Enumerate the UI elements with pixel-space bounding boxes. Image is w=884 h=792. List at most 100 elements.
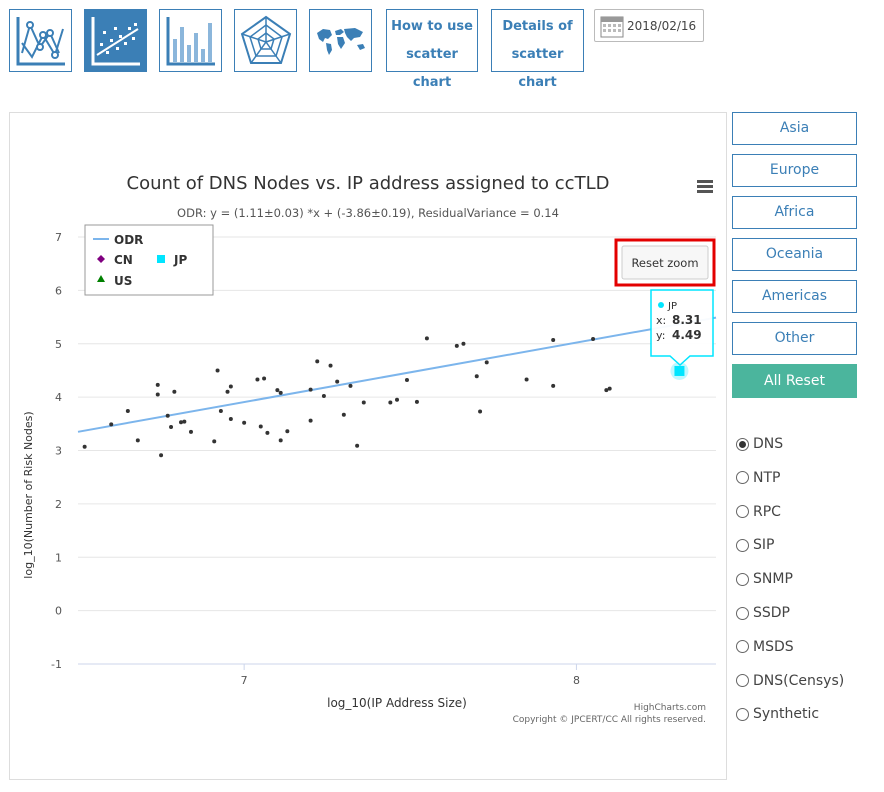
scatter-point[interactable]: [474, 374, 479, 379]
region-button-africa[interactable]: Africa: [732, 196, 857, 229]
scatter-point[interactable]: [395, 397, 399, 402]
scatter-point[interactable]: [188, 429, 193, 434]
scatter-point[interactable]: [109, 422, 114, 427]
scatter-point[interactable]: [607, 386, 612, 391]
scatter-point[interactable]: [278, 438, 283, 443]
legend-odr[interactable]: ODR: [114, 233, 143, 247]
scatter-point[interactable]: [424, 336, 429, 341]
scatter-point[interactable]: [225, 389, 230, 394]
region-button-oceania[interactable]: Oceania: [732, 238, 857, 271]
scatter-point[interactable]: [179, 420, 184, 425]
radio-button[interactable]: [736, 707, 749, 721]
scatter-point[interactable]: [275, 388, 280, 393]
how-to-use-button[interactable]: How to use scatter chart: [386, 9, 478, 90]
legend-cn[interactable]: CN: [114, 253, 133, 267]
scatter-point[interactable]: [484, 360, 489, 365]
protocol-option-snmp[interactable]: SNMP: [736, 569, 793, 589]
scatter-point[interactable]: [285, 429, 290, 434]
radio-button[interactable]: [736, 640, 749, 654]
scatter-point[interactable]: [335, 379, 340, 384]
scatter-point[interactable]: [348, 383, 353, 388]
scatter-chart[interactable]: Count of DNS Nodes vs. IP address assign…: [10, 113, 726, 779]
scatter-point[interactable]: [404, 378, 409, 383]
scatter-point[interactable]: [328, 363, 333, 368]
radio-button[interactable]: [736, 471, 749, 485]
legend-jp[interactable]: JP: [173, 253, 187, 267]
protocol-label: SIP: [753, 537, 775, 554]
scatter-point[interactable]: [125, 409, 130, 414]
scatter-point[interactable]: [478, 409, 483, 414]
scatter-point[interactable]: [315, 359, 320, 364]
protocol-label: MSDS: [753, 638, 794, 655]
protocol-option-dns[interactable]: DNS: [736, 434, 783, 454]
scatter-point[interactable]: [212, 439, 217, 444]
radio-button[interactable]: [736, 606, 749, 620]
reset-zoom-button[interactable]: Reset zoom: [614, 238, 716, 287]
tooltip-y-value: 4.49: [672, 328, 702, 342]
scatter-point[interactable]: [258, 424, 263, 429]
radio-button[interactable]: [736, 538, 749, 552]
radio-button[interactable]: [736, 505, 749, 519]
scatter-point[interactable]: [255, 377, 260, 382]
protocol-option-rpc[interactable]: RPC: [736, 502, 781, 522]
scatter-point[interactable]: [341, 412, 346, 417]
map-button[interactable]: [309, 9, 372, 72]
scatter-point[interactable]: [228, 384, 233, 389]
protocol-option-sip[interactable]: SIP: [736, 535, 774, 555]
scatter-point[interactable]: [414, 399, 419, 404]
scatter-point[interactable]: [215, 368, 220, 373]
scatter-point[interactable]: [172, 389, 177, 394]
scatter-point[interactable]: [454, 343, 459, 348]
radar-chart-button[interactable]: [234, 9, 297, 72]
line-chart-button[interactable]: [9, 9, 72, 72]
scatter-point[interactable]: [308, 387, 313, 392]
scatter-point[interactable]: [218, 409, 223, 414]
scatter-chart-button[interactable]: [84, 9, 147, 72]
scatter-point[interactable]: [82, 444, 87, 449]
scatter-point[interactable]: [165, 413, 170, 418]
scatter-point[interactable]: [604, 388, 609, 393]
protocol-option-dns-censys[interactable]: DNS(Censys): [736, 671, 844, 691]
bar-chart-button[interactable]: [159, 9, 222, 72]
details-button[interactable]: Details of scatter chart: [491, 9, 584, 90]
scatter-point[interactable]: [155, 382, 160, 387]
legend-us[interactable]: US: [114, 274, 132, 288]
radio-button[interactable]: [736, 572, 749, 586]
radio-button[interactable]: [736, 437, 749, 451]
scatter-point[interactable]: [228, 417, 233, 422]
protocol-option-msds[interactable]: MSDS: [736, 637, 794, 657]
scatter-point[interactable]: [461, 341, 466, 346]
scatter-point[interactable]: [155, 392, 160, 397]
jp-point[interactable]: [674, 365, 685, 376]
hamburger-menu-icon[interactable]: [697, 180, 713, 193]
scatter-point[interactable]: [388, 400, 393, 405]
protocol-option-ntp[interactable]: NTP: [736, 468, 780, 488]
scatter-point[interactable]: [169, 425, 174, 430]
scatter-point[interactable]: [159, 453, 164, 458]
scatter-point[interactable]: [551, 383, 556, 388]
radio-button[interactable]: [736, 674, 749, 688]
tooltip-x-label: x:: [656, 314, 666, 327]
scatter-point[interactable]: [355, 443, 360, 448]
scatter-point[interactable]: [135, 438, 140, 443]
scatter-point[interactable]: [265, 430, 270, 435]
scatter-point[interactable]: [321, 394, 326, 399]
date-picker[interactable]: 2018/02/16: [594, 9, 704, 42]
scatter-point[interactable]: [524, 377, 529, 382]
region-button-other[interactable]: Other: [732, 322, 857, 355]
all-reset-button[interactable]: All Reset: [732, 364, 857, 398]
protocol-option-synthetic[interactable]: Synthetic: [736, 704, 819, 724]
scatter-point[interactable]: [591, 336, 596, 341]
scatter-point[interactable]: [278, 390, 283, 395]
scatter-point[interactable]: [262, 376, 267, 381]
scatter-point[interactable]: [551, 338, 556, 343]
region-button-americas[interactable]: Americas: [732, 280, 857, 313]
protocol-option-ssdp[interactable]: SSDP: [736, 603, 790, 623]
scatter-point[interactable]: [361, 400, 366, 405]
region-button-europe[interactable]: Europe: [732, 154, 857, 187]
region-button-asia[interactable]: Asia: [732, 112, 857, 145]
scatter-point[interactable]: [182, 419, 187, 424]
credits-highcharts[interactable]: HighCharts.com: [634, 703, 706, 713]
scatter-point[interactable]: [308, 418, 313, 423]
scatter-point[interactable]: [242, 420, 247, 425]
